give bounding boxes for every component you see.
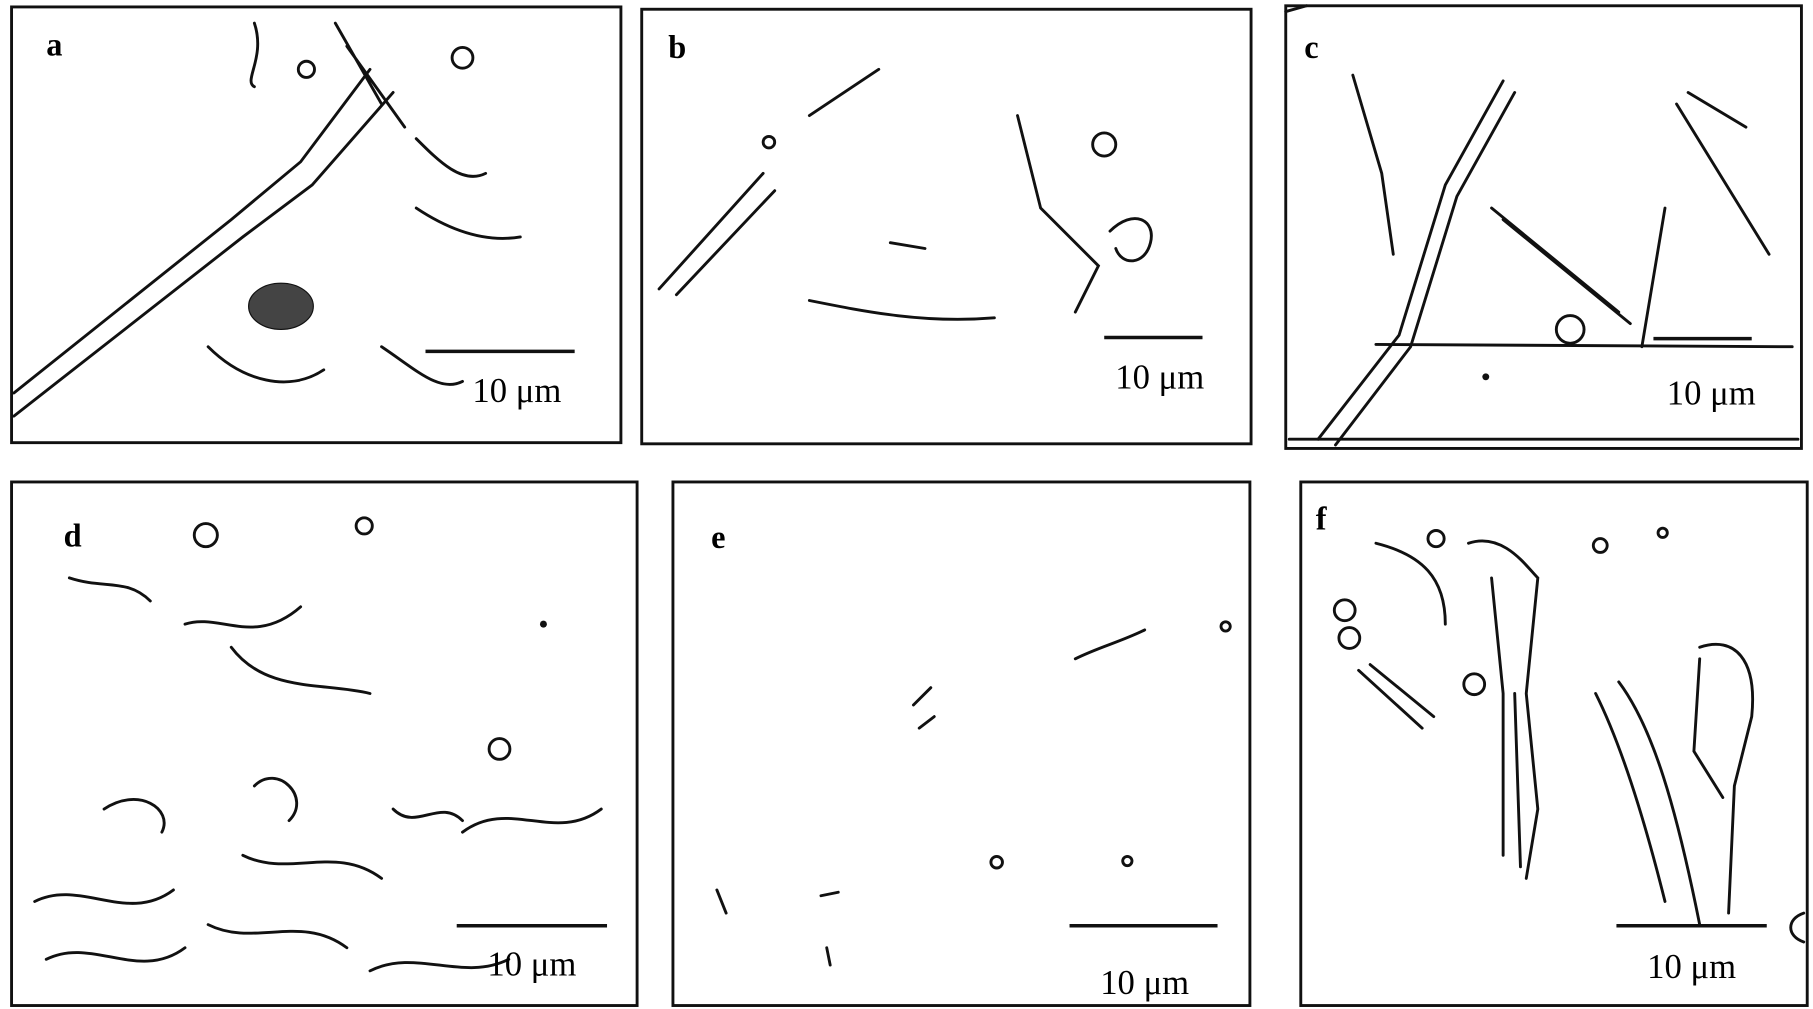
scale-bar-label: 10 μm [1100,963,1189,1002]
feature-stroke [1121,854,1134,868]
feature-stroke [487,737,512,761]
panel-frame [671,480,1252,1007]
scale-bar-label: 10 μm [1647,947,1736,986]
feature-stroke [12,67,395,418]
micrograph-features [12,21,522,418]
feature-stroke [1482,373,1490,381]
feature-stroke [1357,663,1702,927]
panel-frame [10,5,623,445]
scale-bar-label: 10 μm [487,944,576,983]
micrograph-features [33,516,603,973]
micrograph-features [715,620,1232,967]
feature-stroke [1789,911,1806,944]
feature-stroke [1284,4,1800,441]
feature-stroke [1656,526,1669,539]
feature-stroke [989,854,1004,870]
feature-stroke [102,605,372,834]
feature-stroke [1337,626,1362,650]
feature-stroke [67,576,464,823]
panel-label: f [1316,500,1328,536]
micrograph-features [1284,4,1800,447]
feature-stroke [1374,91,1794,349]
particle [248,282,314,330]
feature-stroke [1108,217,1153,263]
scale-bar-label: 10 μm [1115,357,1204,396]
feature-stroke [1490,576,1522,869]
feature-stroke [1591,537,1609,554]
scale-bar-label: 10 μm [472,371,561,410]
micrograph-features [1332,526,1806,944]
feature-stroke [715,628,1147,967]
feature-stroke [354,516,374,536]
panel-frame [1284,4,1803,450]
panel-label: b [668,29,686,65]
feature-stroke [1219,620,1232,633]
panel-label: c [1304,29,1318,65]
feature-stroke [450,45,475,70]
feature-stroke [1462,672,1487,697]
panel-label: a [46,26,62,62]
feature-stroke [657,67,1101,314]
feature-stroke [1554,314,1586,345]
feature-stroke [1692,642,1755,915]
feature-stroke [1351,73,1667,349]
panel-label: d [64,518,82,554]
feature-stroke [807,241,996,321]
feature-stroke [1316,79,1517,447]
feature-stroke [192,522,219,549]
panel-label: e [711,519,725,555]
feature-stroke [44,923,511,973]
scale-bar-label: 10 μm [1667,374,1756,413]
feature-stroke [1374,539,1540,880]
panel-frame [10,480,639,1007]
micrograph-features [657,67,1153,321]
feature-stroke [249,21,488,178]
panel-frame [640,7,1253,446]
feature-stroke [296,59,316,79]
feature-stroke [761,134,777,150]
feature-stroke [206,206,522,386]
panel-frame [1299,480,1809,1007]
feature-stroke [1332,598,1357,623]
feature-stroke [1426,529,1446,549]
feature-stroke [1091,131,1118,158]
feature-stroke [539,620,547,628]
feature-stroke [33,807,603,905]
